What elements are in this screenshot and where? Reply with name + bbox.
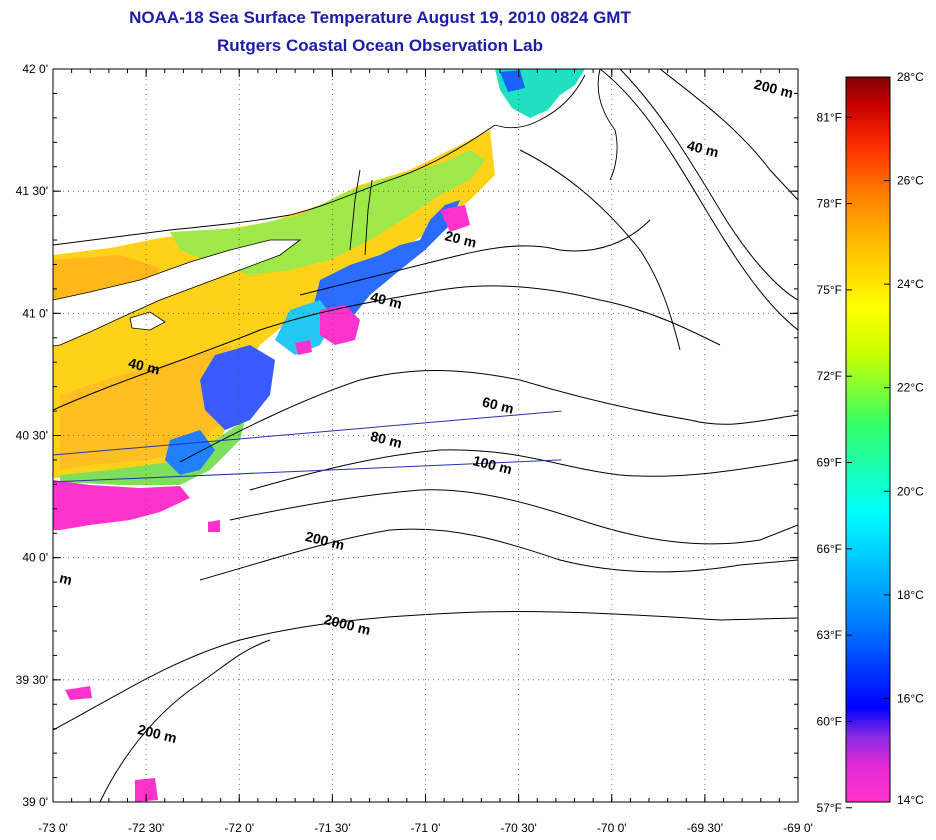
lon-tick-label: -73 0' [38,821,68,835]
coast-rhode-island [349,169,373,256]
contour-label: 80 m [369,428,404,451]
contour-40m [53,285,721,411]
contour-label: 200 m [136,721,178,746]
colorbar-fahrenheit-label: 78°F [817,197,842,211]
colorbar-fahrenheit-labels: 81°F 78°F 75°F 72°F 69°F 66°F 63°F 60°F 57°F [817,110,852,815]
colorbar-fahrenheit-label: 60°F [817,714,842,728]
sst-cold-south [53,480,190,530]
colorbar-fahrenheit-label: 72°F [817,369,842,383]
bathymetry-contours [53,69,798,802]
lon-tick-label: -71 0' [411,821,441,835]
frame-ticks [52,68,799,803]
colorbar-fahrenheit-label: 69°F [817,456,842,470]
contour-shelf-north [599,69,798,331]
contour-label: 40 m [369,289,404,312]
colorbar-celsius-label: 22°C [897,381,924,395]
contour-200m [199,528,798,581]
transect-line [52,410,562,456]
lat-lon-grid [53,69,798,802]
colorbar-celsius-label: 24°C [897,277,924,291]
sst-cold-south-2 [320,305,360,345]
sst-green-band [170,150,485,275]
colorbar-celsius-label: 28°C [897,70,924,84]
coastline [53,69,618,256]
map-title: NOAA-18 Sea Surface Temperature August 1… [129,8,631,27]
lon-tick-label: -70 0' [597,821,627,835]
transect-line [52,459,562,483]
contour-label: m [58,569,74,588]
long-island-land [53,239,302,347]
colorbar-celsius-label: 18°C [897,588,924,602]
colorbar-fahrenheit-label: 63°F [817,628,842,642]
lat-tick-label: 39 0' [22,795,48,809]
colorbar-celsius-label: 16°C [897,691,924,705]
lon-tick-label: -69 30' [687,821,723,835]
contour-label: 2000 m [322,611,372,638]
coast-cape-cod [494,69,618,181]
contour-shelf-north-2 [619,69,798,301]
colorbar-celsius-label: 26°C [897,174,924,188]
lat-tick-label: 41 30' [16,184,48,198]
lon-tick-label: -69 0' [783,821,813,835]
sst-cold-blob-1 [65,686,92,700]
contour-label: 200 m [753,76,795,101]
latitude-labels: 42 0' 41 30' 41 0' 40 30' 40 0' 39 30' 39 0' [16,62,48,809]
lat-tick-label: 39 30' [16,673,48,687]
colorbar-fahrenheit-label: 75°F [817,283,842,297]
sst-cool-patch [310,200,460,330]
contour-label: 200 m [304,528,346,553]
contour-nantucket [519,149,681,351]
contour-200m-west [99,639,271,802]
colorbar-fahrenheit-label: 66°F [817,542,842,556]
longitude-labels: -73 0' -72 30' -72 0' -71 30' -71 0' -70 30' -… [38,821,813,835]
sst-blue-patch-south-2 [165,430,215,475]
lat-tick-label: 40 30' [16,429,48,443]
contour-shelf-north-3 [659,69,798,201]
contour-label: 20 m [443,227,478,250]
lon-tick-label: -70 30' [500,821,536,835]
lat-tick-label: 40 0' [22,551,48,565]
sst-cold-blob-4 [295,340,312,355]
lat-tick-label: 42 0' [22,62,48,76]
contour-100m [229,489,798,545]
island-block [129,311,166,331]
coast-connecticut [53,124,496,246]
transect-lines [52,410,562,483]
lon-tick-label: -71 30' [314,821,350,835]
colorbar-fahrenheit-label: 57°F [817,801,842,815]
colorbar-celsius-label: 20°C [897,484,924,498]
lon-tick-label: -72 0' [224,821,254,835]
contour-label: 40 m [127,354,162,377]
lat-tick-label: 41 0' [22,306,48,320]
sst-cold-blob-3 [208,520,220,532]
sst-cold-patch-3 [440,205,470,232]
contour-2000m [53,611,798,731]
map-subtitle: Rutgers Coastal Ocean Observation Lab [217,36,543,55]
contour-label: 60 m [481,394,516,417]
lon-tick-label: -72 30' [128,821,164,835]
contour-label: 100 m [471,452,513,477]
contour-60m [179,370,798,463]
contour-label: 40 m [686,137,721,160]
contour-20m [299,219,651,296]
colorbar [845,76,891,803]
contour-80m [249,449,798,491]
colorbar-celsius-label: 14°C [897,793,924,807]
sst-blue-patch-south [200,345,275,430]
colorbar-fahrenheit-label: 81°F [817,110,842,124]
colorbar-celsius-labels: 28°C 26°C 24°C 22°C 20°C 18°C 16°C 14°C [884,70,924,807]
